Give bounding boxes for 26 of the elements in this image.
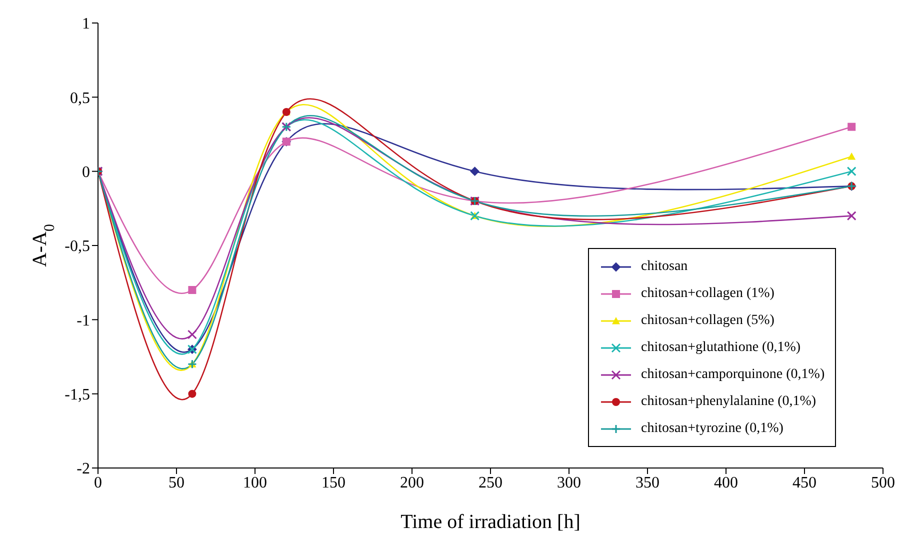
x-tick-label: 400 (714, 474, 738, 492)
x-tick-label: 200 (400, 474, 424, 492)
legend-label: chitosan+tyrozine (0,1%) (641, 420, 784, 436)
x-tick-label: 500 (871, 474, 895, 492)
legend-label: chitosan+camporquinone (0,1%) (641, 366, 825, 382)
legend-label: chitosan+collagen (1%) (641, 286, 774, 302)
x-tick-label: 350 (636, 474, 660, 492)
y-tick-label: -0,5 (64, 238, 90, 256)
legend-label: chitosan (641, 258, 688, 274)
legend-label: chitosan+collagen (5%) (641, 312, 774, 328)
y-tick-label: -1 (76, 312, 90, 330)
x-tick-label: 150 (322, 474, 346, 492)
y-tick-label: 0 (82, 164, 90, 182)
x-tick-label: 0 (94, 474, 102, 492)
legend-label: chitosan+glutathione (0,1%) (641, 340, 801, 356)
x-tick-label: 300 (557, 474, 581, 492)
x-tick-label: 250 (478, 474, 502, 492)
x-tick-label: 450 (792, 474, 816, 492)
y-tick-label: -1,5 (64, 386, 90, 404)
x-axis-title: Time of irradiation [h] (400, 511, 580, 533)
y-tick-label: 1 (82, 16, 90, 33)
y-tick-label: 0,5 (70, 90, 90, 107)
x-tick-label: 100 (243, 474, 267, 492)
y-tick-label: -2 (76, 460, 90, 478)
legend-label: chitosan+phenylalanine (0,1%) (641, 394, 816, 410)
x-tick-label: 50 (168, 474, 184, 492)
